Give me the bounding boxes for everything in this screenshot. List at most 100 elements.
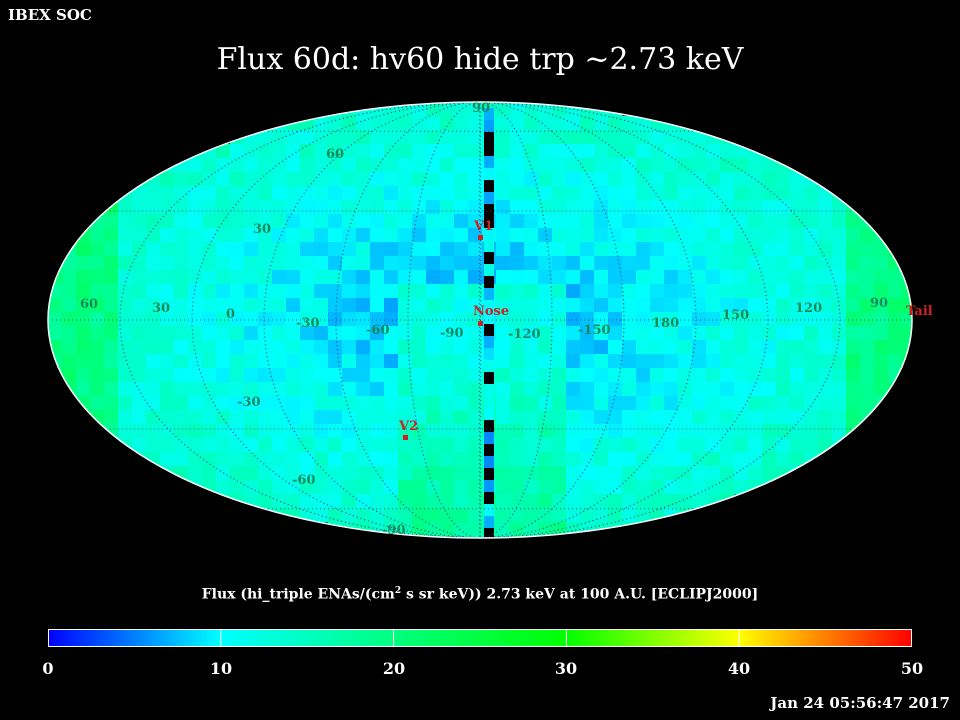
flux-cell <box>650 242 665 257</box>
flux-cell <box>118 256 133 271</box>
flux-cell <box>412 410 427 425</box>
flux-cell <box>370 284 385 299</box>
flux-cell <box>230 144 245 159</box>
flux-cell <box>286 228 301 243</box>
flux-cell <box>454 256 469 271</box>
flux-cell <box>440 298 455 313</box>
flux-cell <box>762 326 777 341</box>
flux-cell <box>272 494 287 509</box>
flux-cell <box>692 144 707 159</box>
flux-cell <box>314 172 329 187</box>
flux-cell <box>342 200 357 215</box>
flux-cell <box>398 144 413 159</box>
flux-cell <box>300 116 315 131</box>
flux-cell <box>272 144 287 159</box>
flux-cell <box>90 256 105 271</box>
flux-cell <box>160 298 175 313</box>
flux-cell <box>846 214 861 229</box>
flux-cell <box>720 326 735 341</box>
flux-cell <box>342 298 357 313</box>
flux-cell <box>188 270 203 285</box>
flux-cell <box>272 452 287 467</box>
flux-cell <box>664 200 679 215</box>
flux-cell <box>132 396 147 411</box>
flux-cell <box>860 284 875 299</box>
flux-cell <box>76 298 91 313</box>
flux-cell <box>244 298 259 313</box>
flux-cell <box>538 424 553 439</box>
flux-cell <box>748 284 763 299</box>
flux-cell <box>454 298 469 313</box>
graticule-meridian <box>263 102 697 538</box>
flux-cell <box>272 466 287 481</box>
flux-cell <box>244 214 259 229</box>
flux-cell <box>496 522 511 537</box>
flux-cell <box>440 326 455 341</box>
flux-cell <box>748 270 763 285</box>
flux-cell <box>818 368 833 383</box>
flux-cell <box>692 326 707 341</box>
flux-cell <box>160 312 175 327</box>
flux-cell <box>720 228 735 243</box>
flux-cell <box>804 228 819 243</box>
flux-cell <box>188 410 203 425</box>
flux-cell <box>300 368 315 383</box>
flux-cell <box>650 466 665 481</box>
flux-cell <box>832 298 847 313</box>
flux-cell <box>244 396 259 411</box>
flux-cell <box>384 242 399 257</box>
flux-cell <box>202 368 217 383</box>
flux-cell <box>202 270 217 285</box>
flux-cell <box>342 242 357 257</box>
flux-cell <box>594 172 609 187</box>
flux-cell <box>706 130 721 145</box>
flux-cell <box>272 480 287 495</box>
flux-cell <box>440 186 455 201</box>
flux-cell <box>398 214 413 229</box>
flux-cell <box>804 284 819 299</box>
flux-cell <box>370 410 385 425</box>
flux-cell <box>608 130 623 145</box>
flux-cell <box>104 410 119 425</box>
flux-cell <box>188 228 203 243</box>
flux-cell <box>188 284 203 299</box>
flux-cell <box>706 368 721 383</box>
flux-cell <box>104 270 119 285</box>
flux-cell <box>636 242 651 257</box>
flux-cell <box>706 228 721 243</box>
lon-label-m90: -90 <box>440 326 464 341</box>
flux-cell <box>832 228 847 243</box>
flux-cell <box>118 396 133 411</box>
flux-cell <box>426 382 441 397</box>
flux-cell <box>244 368 259 383</box>
flux-strip-cell <box>484 240 494 252</box>
flux-cell <box>538 228 553 243</box>
flux-cell <box>496 242 511 257</box>
flux-cell <box>370 480 385 495</box>
flux-cell <box>174 200 189 215</box>
flux-cell <box>622 200 637 215</box>
flux-cell <box>622 480 637 495</box>
flux-cell <box>398 410 413 425</box>
flux-cell <box>454 438 469 453</box>
flux-cell <box>552 340 567 355</box>
flux-cell <box>216 172 231 187</box>
flux-cell <box>454 116 469 131</box>
flux-cell <box>552 172 567 187</box>
flux-cell <box>524 214 539 229</box>
flux-cell <box>426 494 441 509</box>
flux-cell <box>426 298 441 313</box>
flux-cell <box>552 270 567 285</box>
flux-strip-cell <box>484 132 494 144</box>
flux-cell <box>524 298 539 313</box>
flux-cell <box>580 186 595 201</box>
flux-cell <box>356 270 371 285</box>
flux-cell <box>216 144 231 159</box>
flux-cell <box>706 284 721 299</box>
flux-cell <box>132 186 147 201</box>
flux-cell <box>104 382 119 397</box>
flux-cell <box>230 494 245 509</box>
flux-cell <box>314 424 329 439</box>
flux-cell <box>720 144 735 159</box>
flux-strip-cell <box>484 264 494 276</box>
